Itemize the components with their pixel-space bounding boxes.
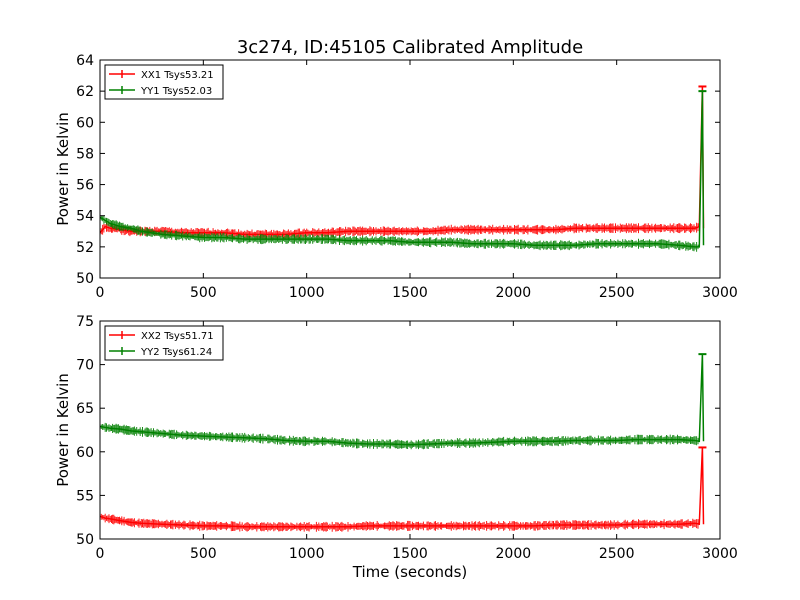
top-y-tick-label: 50: [76, 271, 94, 287]
legend-label-yy2: YY2 Tsys61.24: [140, 347, 212, 358]
bottom-x-axis-ticks: 0 500 1000 1500 2000 2500 3000: [96, 321, 738, 562]
top-series-line-xx1: [99, 86, 705, 236]
top-y-tick-label: 52: [76, 240, 94, 256]
bottom-x-tick-label: 2500: [599, 546, 635, 562]
top-y-tick-label: 64: [76, 53, 94, 69]
top-y-tick-label: 62: [76, 84, 94, 100]
bottom-x-tick-label: 0: [96, 546, 105, 562]
bottom-x-tick-label: 1000: [289, 546, 325, 562]
bottom-x-tick-label: 500: [190, 546, 217, 562]
top-y-tick-label: 56: [76, 178, 94, 194]
bottom-legend-box: [104, 325, 224, 361]
legend-label-yy1: YY1 Tsys52.03: [140, 86, 212, 97]
bottom-series-line-yy2: [99, 354, 705, 446]
legend-label-xx1: XX1 Tsys53.21: [141, 70, 214, 81]
top-x-tick-label: 1000: [289, 285, 325, 301]
bottom-y-axis-ticks: 50 55 60 65 70 75: [76, 314, 720, 548]
bottom-y-tick-label: 65: [76, 401, 94, 417]
top-x-axis-ticks: 0 500 1000 1500 2000 2500 3000: [96, 60, 738, 301]
bottom-y-tick-label: 70: [76, 358, 94, 374]
top-x-tick-label: 2000: [496, 285, 532, 301]
chart-title: 3c274, ID:45105 Calibrated Amplitude: [237, 37, 583, 58]
bottom-series-line-xx2: [99, 447, 705, 528]
legend-label-xx2: XX2 Tsys51.71: [141, 331, 214, 342]
top-x-tick-label: 2500: [599, 285, 635, 301]
top-y-tick-label: 54: [76, 209, 94, 225]
top-y-tick-label: 60: [76, 115, 94, 131]
top-x-tick-label: 0: [96, 285, 105, 301]
top-legend: XX1 Tsys53.21 YY1 Tsys52.03: [104, 64, 224, 100]
top-series-line-yy1: [99, 91, 705, 248]
top-y-tick-label: 58: [76, 146, 94, 162]
bottom-legend: XX2 Tsys51.71 YY2 Tsys61.24: [104, 325, 224, 361]
top-subplot: 0 500 1000 1500 2000 2500 3000 50 52 54 56 58 60 62 6…: [54, 53, 738, 301]
bottom-subplot: 0 500 1000 1500 2000 2500 3000 50 55 60 65 70 75 Po…: [54, 314, 738, 581]
bottom-y-tick-label: 75: [76, 314, 94, 330]
top-y-axis-ticks: 50 52 54 56 58 60 62 64: [76, 53, 720, 287]
x-axis-label: Time (seconds): [352, 563, 468, 581]
top-x-tick-label: 3000: [702, 285, 738, 301]
top-x-tick-label: 1500: [392, 285, 428, 301]
bottom-x-tick-label: 1500: [392, 546, 428, 562]
top-legend-box: [104, 64, 224, 100]
bottom-y-axis-label: Power in Kelvin: [54, 373, 72, 487]
bottom-x-tick-label: 3000: [702, 546, 738, 562]
bottom-y-tick-label: 60: [76, 445, 94, 461]
top-y-axis-label: Power in Kelvin: [54, 112, 72, 226]
top-series-group: [99, 85, 707, 252]
bottom-y-tick-label: 55: [76, 488, 94, 504]
bottom-y-tick-label: 50: [76, 532, 94, 548]
bottom-x-tick-label: 2000: [496, 546, 532, 562]
top-x-tick-label: 500: [190, 285, 217, 301]
